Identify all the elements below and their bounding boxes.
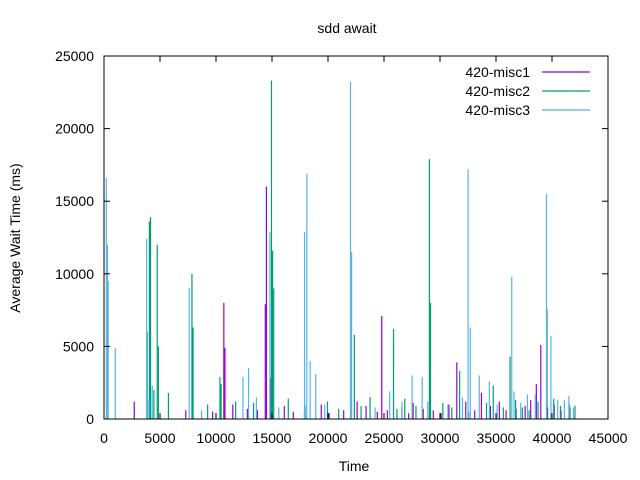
y-tick-label: 10000	[55, 266, 94, 282]
x-tick-label: 25000	[365, 430, 404, 446]
y-tick-label: 15000	[55, 193, 94, 209]
y-tick-label: 20000	[55, 121, 94, 137]
x-tick-label: 5000	[144, 430, 175, 446]
x-axis: 0 5000 10000 15000 20000 25000 30000 35000 40000…	[100, 56, 628, 446]
x-tick-label: 0	[100, 430, 108, 446]
x-tick-label: 45000	[589, 430, 628, 446]
legend-label: 420-misc2	[465, 83, 530, 99]
x-tick-label: 35000	[477, 430, 516, 446]
legend: 420-misc1 420-misc2 420-misc3	[465, 64, 590, 118]
legend-label: 420-misc3	[465, 102, 530, 118]
y-tick-label: 0	[86, 411, 94, 427]
x-axis-label: Time	[339, 458, 370, 474]
chart-title: sdd await	[317, 20, 376, 36]
y-tick-label: 25000	[55, 48, 94, 64]
y-tick-label: 5000	[63, 338, 94, 354]
x-tick-label: 10000	[197, 430, 236, 446]
x-tick-label: 15000	[253, 430, 292, 446]
x-tick-label: 40000	[533, 430, 572, 446]
legend-label: 420-misc1	[465, 64, 530, 80]
y-axis-label: Average Wait Time (ms)	[7, 163, 23, 312]
x-tick-label: 20000	[309, 430, 348, 446]
plot-frame	[103, 55, 609, 420]
y-axis: 0 5000 10000 15000 20000 25000	[55, 48, 608, 427]
bars-layer	[105, 80, 576, 419]
x-tick-label: 30000	[421, 430, 460, 446]
